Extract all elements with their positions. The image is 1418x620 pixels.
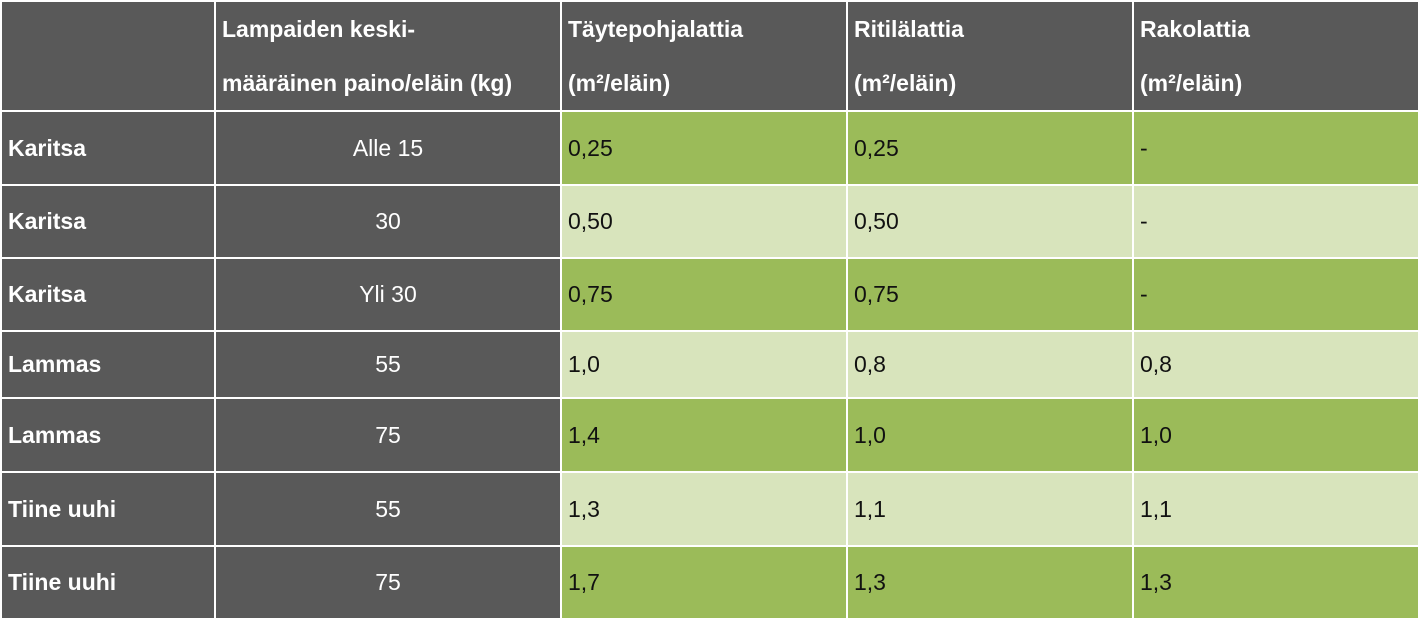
- row-animal: Karitsa: [0, 110, 216, 186]
- row-taytepohja-value: 1,7: [560, 545, 848, 620]
- row-weight: Alle 15: [214, 110, 562, 186]
- row-rako-value: 0,8: [1132, 330, 1418, 399]
- row-animal: Lammas: [0, 330, 216, 399]
- header-rakolattia-line2: (m²/eläin): [1140, 70, 1243, 96]
- row-ritila-value: 1,1: [846, 471, 1134, 547]
- table-row: Karitsa 30 0,50 0,50 -: [0, 184, 1418, 259]
- table-row: Tiine uuhi 75 1,7 1,3 1,3: [0, 545, 1418, 620]
- table-row: Karitsa Yli 30 0,75 0,75 -: [0, 257, 1418, 332]
- header-taytepohjalattia-line1: Täytepohjalattia: [568, 16, 744, 42]
- row-rako-value: -: [1132, 184, 1418, 259]
- header-row: Lampaiden keski- määräinen paino/eläin (…: [0, 0, 1418, 112]
- row-ritila-value: 0,25: [846, 110, 1134, 186]
- row-weight: 75: [214, 397, 562, 473]
- row-taytepohja-value: 0,75: [560, 257, 848, 332]
- row-taytepohja-value: 1,0: [560, 330, 848, 399]
- header-weight-line1: Lampaiden keski-: [222, 16, 416, 42]
- row-rako-value: -: [1132, 110, 1418, 186]
- row-weight: 75: [214, 545, 562, 620]
- row-animal: Tiine uuhi: [0, 545, 216, 620]
- table-row: Karitsa Alle 15 0,25 0,25 -: [0, 110, 1418, 186]
- row-weight: 55: [214, 330, 562, 399]
- row-rako-value: 1,1: [1132, 471, 1418, 547]
- row-weight: Yli 30: [214, 257, 562, 332]
- header-empty-corner: [0, 0, 216, 112]
- row-ritila-value: 0,50: [846, 184, 1134, 259]
- header-ritilalattia-line1: Ritilälattia: [854, 16, 964, 42]
- row-taytepohja-value: 0,25: [560, 110, 848, 186]
- row-ritila-value: 1,3: [846, 545, 1134, 620]
- header-taytepohjalattia: Täytepohjalattia (m²/eläin): [560, 0, 848, 112]
- row-ritila-value: 0,75: [846, 257, 1134, 332]
- row-animal: Karitsa: [0, 257, 216, 332]
- row-rako-value: 1,0: [1132, 397, 1418, 473]
- table-row: Lammas 55 1,0 0,8 0,8: [0, 330, 1418, 399]
- header-ritilalattia-line2: (m²/eläin): [854, 70, 957, 96]
- table-row: Tiine uuhi 55 1,3 1,1 1,1: [0, 471, 1418, 547]
- header-weight: Lampaiden keski- määräinen paino/eläin (…: [214, 0, 562, 112]
- row-taytepohja-value: 0,50: [560, 184, 848, 259]
- row-animal: Tiine uuhi: [0, 471, 216, 547]
- row-ritila-value: 0,8: [846, 330, 1134, 399]
- row-rako-value: 1,3: [1132, 545, 1418, 620]
- header-weight-line2: määräinen paino/eläin (kg): [222, 70, 513, 96]
- row-animal: Karitsa: [0, 184, 216, 259]
- row-weight: 30: [214, 184, 562, 259]
- header-rakolattia-line1: Rakolattia: [1140, 16, 1250, 42]
- row-taytepohja-value: 1,4: [560, 397, 848, 473]
- row-weight: 55: [214, 471, 562, 547]
- header-taytepohjalattia-line2: (m²/eläin): [568, 70, 671, 96]
- row-rako-value: -: [1132, 257, 1418, 332]
- header-ritilalattia: Ritilälattia (m²/eläin): [846, 0, 1134, 112]
- row-ritila-value: 1,0: [846, 397, 1134, 473]
- row-animal: Lammas: [0, 397, 216, 473]
- row-taytepohja-value: 1,3: [560, 471, 848, 547]
- header-rakolattia: Rakolattia (m²/eläin): [1132, 0, 1418, 112]
- table-row: Lammas 75 1,4 1,0 1,0: [0, 397, 1418, 473]
